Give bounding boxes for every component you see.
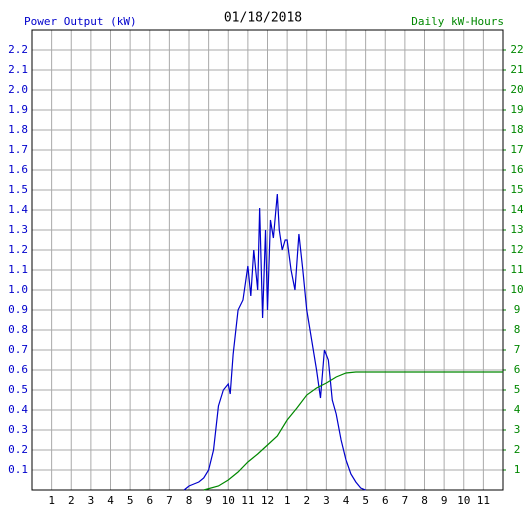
- y2-tick-label: 11: [510, 263, 523, 276]
- y-tick-label: 1.2: [8, 243, 28, 256]
- y-tick-label: 0.8: [8, 323, 28, 336]
- x-tick-label: 3: [323, 494, 330, 507]
- y-tick-label: 1.5: [8, 183, 28, 196]
- plot-frame: [31, 29, 504, 491]
- y-tick-label: 0.9: [8, 303, 28, 316]
- y-tick-label: 1.0: [8, 283, 28, 296]
- y-axis-label: Power Output (kW): [24, 15, 137, 28]
- y-tick-label: 0.4: [8, 403, 28, 416]
- y-tick-label: 0.6: [8, 363, 28, 376]
- x-tick-label: 5: [362, 494, 369, 507]
- y-tick-label: 2.2: [8, 43, 28, 56]
- y-tick-label: 2.0: [8, 83, 28, 96]
- y2-tick-label: 4: [514, 403, 521, 416]
- x-tick-label: 12: [261, 494, 274, 507]
- y-tick-label: 0.2: [8, 443, 28, 456]
- x-tick-label: 4: [343, 494, 350, 507]
- y2-tick-label: 9: [514, 303, 521, 316]
- y-tick-label: 1.9: [8, 103, 28, 116]
- y-tick-label: 1.7: [8, 143, 28, 156]
- y2-tick-label: 21: [510, 63, 523, 76]
- x-tick-label: 2: [303, 494, 310, 507]
- y2-tick-label: 1: [514, 463, 521, 476]
- y2-tick-label: 16: [510, 163, 523, 176]
- y2-tick-label: 20: [510, 83, 523, 96]
- y2-tick-label: 3: [514, 423, 521, 436]
- x-tick-label: 8: [421, 494, 428, 507]
- x-tick-label: 11: [241, 494, 254, 507]
- x-tick-label: 6: [382, 494, 389, 507]
- y2-tick-label: 2: [514, 443, 521, 456]
- y2-tick-label: 17: [510, 143, 523, 156]
- x-tick-label: 7: [402, 494, 409, 507]
- y2-tick-label: 15: [510, 183, 523, 196]
- x-tick-label: 9: [205, 494, 212, 507]
- y2-tick-label: 10: [510, 283, 523, 296]
- y2-tick-label: 18: [510, 123, 523, 136]
- y2-tick-label: 19: [510, 103, 523, 116]
- chart-title: 01/18/2018: [224, 11, 302, 26]
- x-tick-label: 11: [477, 494, 490, 507]
- y2-tick-label: 13: [510, 223, 523, 236]
- y-tick-label: 1.8: [8, 123, 28, 136]
- x-tick-label: 10: [457, 494, 470, 507]
- y-tick-label: 0.1: [8, 463, 28, 476]
- y2-tick-label: 8: [514, 323, 521, 336]
- x-tick-label: 5: [127, 494, 134, 507]
- y2-tick-label: 7: [514, 343, 521, 356]
- y-tick-label: 1.4: [8, 203, 28, 216]
- x-tick-label: 1: [284, 494, 291, 507]
- x-tick-label: 4: [107, 494, 114, 507]
- y2-tick-label: 5: [514, 383, 521, 396]
- y-tick-label: 0.3: [8, 423, 28, 436]
- x-tick-label: 8: [186, 494, 193, 507]
- x-tick-label: 3: [88, 494, 95, 507]
- y-tick-label: 1.1: [8, 263, 28, 276]
- y2-tick-label: 22: [510, 43, 523, 56]
- y-tick-label: 0.7: [8, 343, 28, 356]
- y-tick-label: 1.6: [8, 163, 28, 176]
- x-tick-label: 2: [68, 494, 75, 507]
- x-tick-label: 1: [48, 494, 55, 507]
- y2-tick-label: 14: [510, 203, 524, 216]
- x-tick-label: 9: [441, 494, 448, 507]
- x-tick-label: 10: [222, 494, 235, 507]
- y-tick-label: 2.1: [8, 63, 28, 76]
- x-tick-label: 7: [166, 494, 173, 507]
- y-tick-label: 0.5: [8, 383, 28, 396]
- y2-tick-label: 6: [514, 363, 521, 376]
- data-line: [183, 193, 366, 491]
- y2-tick-label: 12: [510, 243, 523, 256]
- x-tick-label: 6: [146, 494, 153, 507]
- y-tick-label: 1.3: [8, 223, 28, 236]
- y2-axis-label: Daily kW-Hours: [411, 15, 504, 28]
- data-line: [203, 371, 503, 491]
